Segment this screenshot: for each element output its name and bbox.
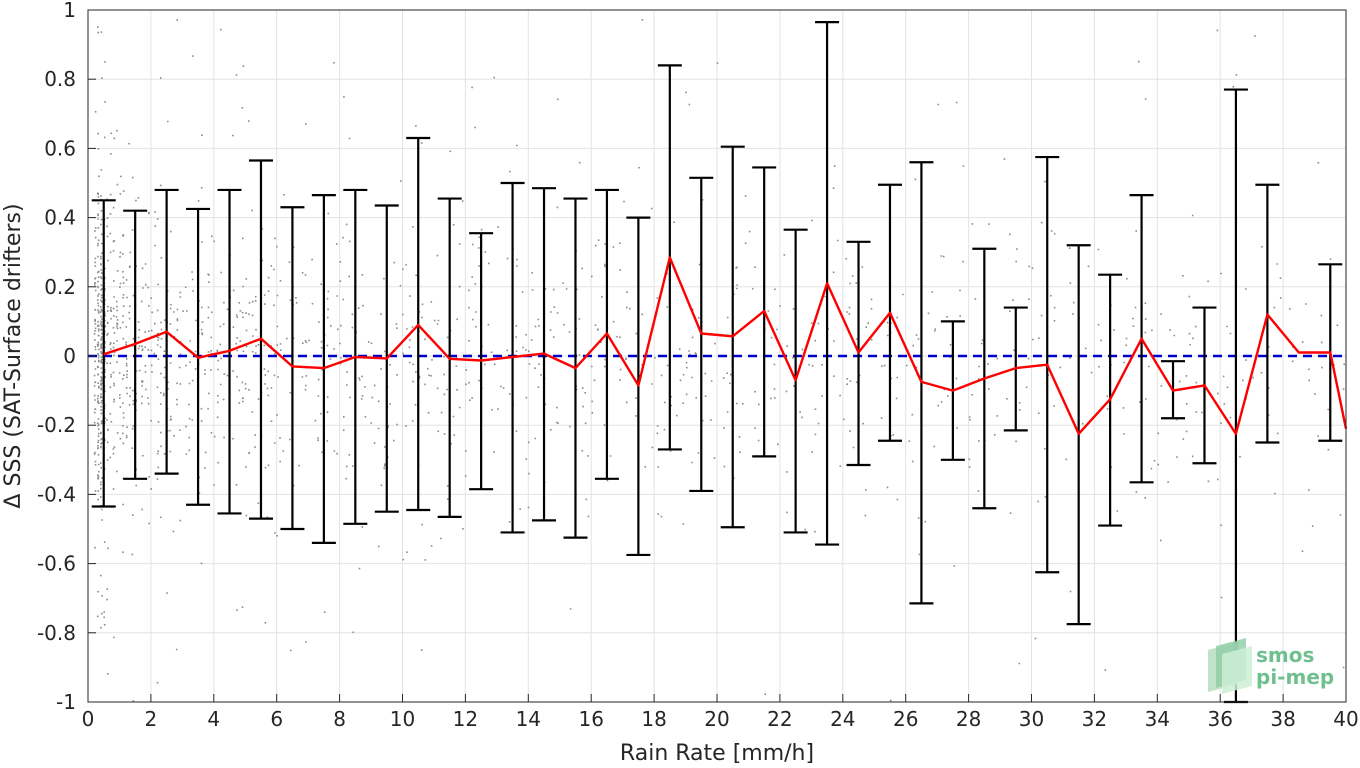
x-tick-label: 14 <box>516 707 541 731</box>
y-tick-label: 0.2 <box>44 275 76 299</box>
y-axis-label: Δ SSS (SAT-Surface drifters) <box>1 203 26 508</box>
x-tick-label: 12 <box>453 707 478 731</box>
y-tick-label: -0.2 <box>37 413 76 437</box>
y-tick-label: 0.4 <box>44 206 76 230</box>
y-tick-label: -1 <box>56 690 76 714</box>
y-tick-label: 0.6 <box>44 136 76 160</box>
x-tick-label: 32 <box>1082 707 1107 731</box>
x-tick-label: 2 <box>145 707 158 731</box>
y-tick-label: 1 <box>63 0 76 22</box>
y-tick-label: -0.4 <box>37 482 76 506</box>
mean-series-line <box>103 256 1348 435</box>
x-tick-label: 8 <box>333 707 346 731</box>
logo-line-2: pi-mep <box>1256 665 1334 689</box>
logo-line-1: smos <box>1256 643 1314 667</box>
x-tick-label: 28 <box>956 707 981 731</box>
x-tick-label: 30 <box>1019 707 1044 731</box>
y-tick-label: 0.8 <box>44 67 76 91</box>
mean-line <box>103 256 1348 435</box>
y-axis-ticks: -1 -0.8 -0.6 -0.4 -0.2 0 0.2 0.4 0.6 0.8 1 <box>37 0 96 714</box>
x-tick-label: 6 <box>270 707 283 731</box>
x-tick-label: 38 <box>1270 707 1295 731</box>
smos-pi-mep-logo: smos pi-mep <box>1208 638 1334 694</box>
x-axis-ticks: 0 2 4 6 8 10 12 14 16 18 20 22 24 26 28 30 32 34 36 38 40 <box>82 694 1359 731</box>
x-tick-label: 34 <box>1145 707 1170 731</box>
x-tick-label: 24 <box>830 707 855 731</box>
x-tick-label: 18 <box>641 707 666 731</box>
x-tick-label: 22 <box>767 707 792 731</box>
y-tick-label: 0 <box>63 344 76 368</box>
x-tick-label: 4 <box>207 707 220 731</box>
x-tick-label: 40 <box>1333 707 1358 731</box>
error-bar <box>280 206 305 531</box>
x-tick-label: 0 <box>82 707 95 731</box>
x-tick-label: 10 <box>390 707 415 731</box>
x-axis-label: Rain Rate [mm/h] <box>620 741 814 766</box>
y-tick-label: -0.6 <box>37 552 76 576</box>
x-tick-label: 16 <box>578 707 603 731</box>
x-tick-label: 36 <box>1207 707 1232 731</box>
y-tick-label: -0.8 <box>37 621 76 645</box>
x-tick-label: 20 <box>704 707 729 731</box>
x-tick-label: 26 <box>893 707 918 731</box>
